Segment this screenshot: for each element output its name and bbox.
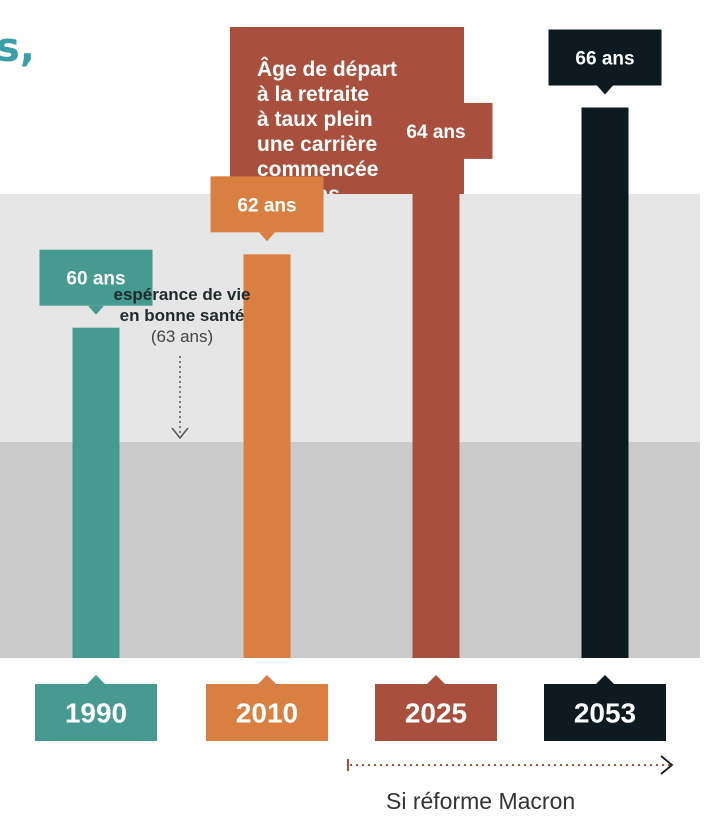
bar-2025 — [412, 180, 460, 658]
header-fragment: s, — [0, 25, 36, 71]
year-label-2010: 2010 — [236, 698, 298, 729]
value-label-pointer-2010 — [259, 232, 275, 242]
year-label-pointer-2010 — [258, 675, 276, 684]
year-label-2025: 2025 — [405, 698, 467, 729]
bar-2053 — [581, 107, 629, 658]
bar-2010 — [243, 254, 291, 659]
value-label-box-2053 — [548, 29, 662, 86]
life-expectancy-label: espérance de vie en bonne santé — [113, 285, 251, 325]
reform-label: Si réforme Macron — [386, 788, 576, 814]
year-label-2053: 2053 — [574, 698, 636, 729]
life-expectancy-annotation: espérance de vie en bonne santé (63 ans) — [82, 284, 282, 347]
value-label-pointer-2053 — [597, 85, 613, 95]
value-label-pointer-1990 — [88, 305, 104, 315]
year-label-box-2053 — [544, 684, 666, 741]
year-label-box-2025 — [375, 684, 497, 741]
value-label-2010: 62 ans — [237, 195, 296, 216]
year-label-pointer-2025 — [427, 675, 445, 684]
year-label-1990: 1990 — [65, 698, 127, 729]
bar-1990 — [72, 327, 120, 658]
year-label-box-2010 — [206, 684, 328, 741]
life-expectancy-arrow-head — [171, 427, 189, 440]
value-label-1990: 60 ans — [66, 269, 125, 290]
year-label-pointer-2053 — [596, 675, 614, 684]
value-label-2053: 66 ans — [575, 49, 634, 70]
reform-arrow-head — [660, 755, 674, 775]
year-label-pointer-1990 — [87, 675, 105, 684]
year-label-box-1990 — [35, 684, 157, 741]
chart-title: Âge de départ à la retraite à taux plein… — [257, 58, 425, 206]
value-label-2025: 64 ans — [406, 122, 465, 143]
value-label-box-2025 — [379, 102, 493, 159]
life-expectancy-value: (63 ans) — [150, 327, 214, 346]
value-label-pointer-2025 — [428, 158, 444, 168]
value-label-box-1990 — [39, 249, 153, 306]
value-label-box-2010 — [210, 176, 324, 233]
